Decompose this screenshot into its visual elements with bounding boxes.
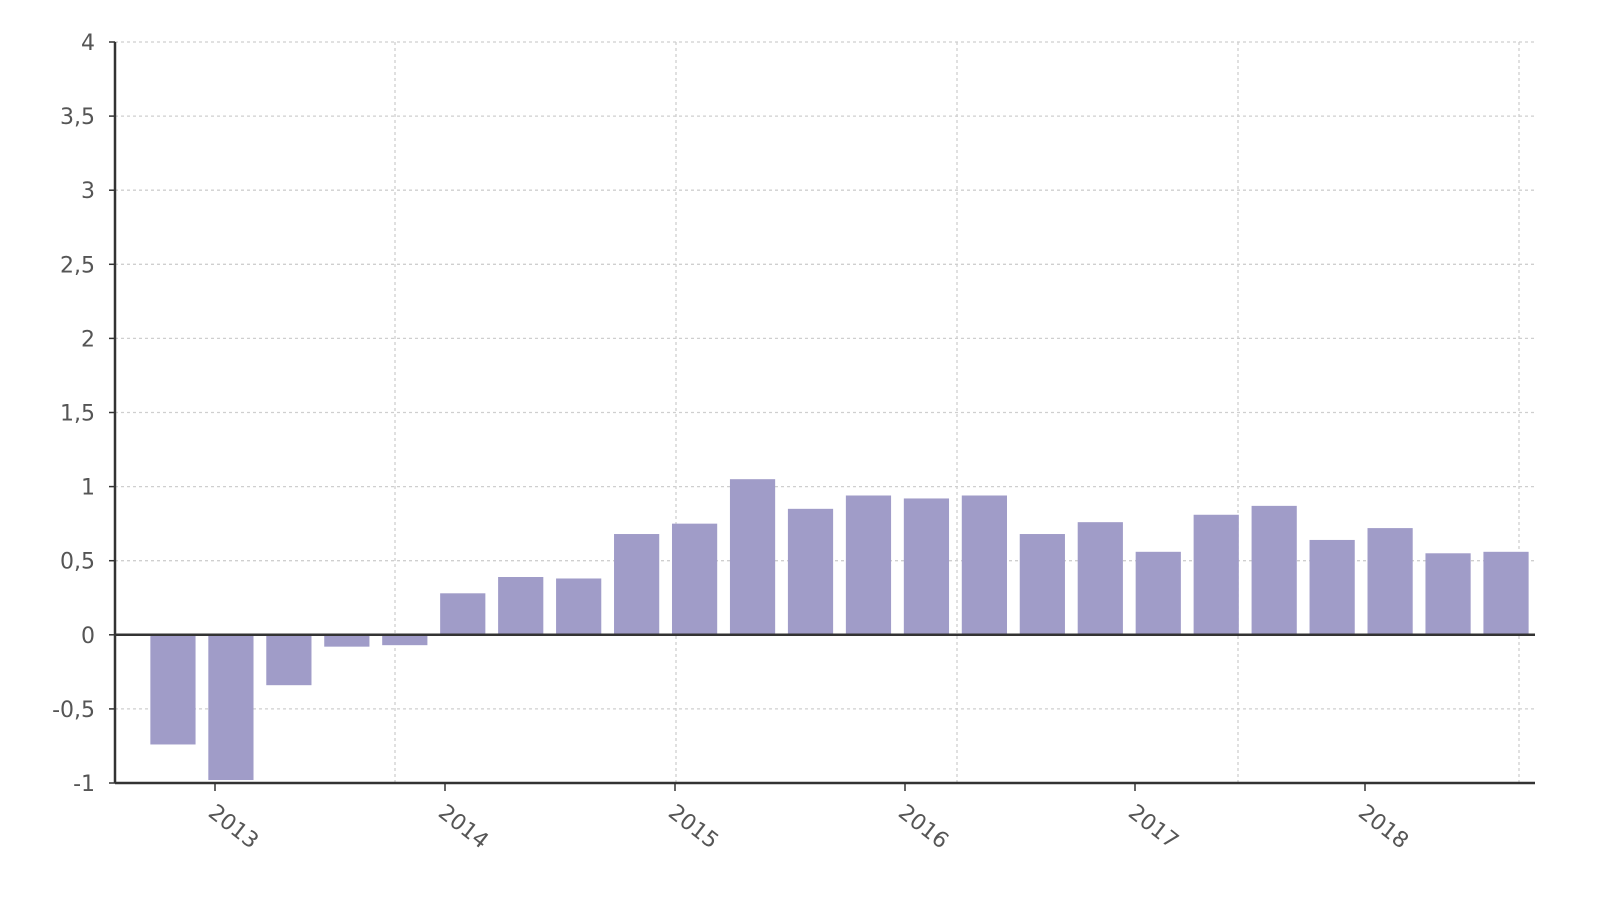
y-tick-label: 2 bbox=[81, 327, 95, 352]
bar bbox=[1077, 522, 1123, 635]
bar bbox=[1135, 551, 1181, 635]
y-tick-label: 0,5 bbox=[60, 550, 95, 575]
bar bbox=[1251, 505, 1297, 635]
y-tick-labels: 4 3,5 3 2,5 2 1,5 1 0,5 0 -0,5 -1 bbox=[52, 31, 95, 797]
axes bbox=[109, 41, 1535, 791]
bar bbox=[903, 498, 950, 635]
bar bbox=[1193, 514, 1239, 635]
bar bbox=[671, 523, 718, 635]
bar bbox=[614, 534, 660, 635]
bar bbox=[845, 495, 892, 635]
bar bbox=[324, 634, 370, 647]
x-tick-label: 2013 bbox=[203, 800, 263, 854]
bar bbox=[440, 593, 486, 635]
x-tick-label: 2018 bbox=[1353, 800, 1413, 854]
y-tick-label: 3,5 bbox=[60, 105, 95, 130]
bar bbox=[1019, 534, 1065, 635]
gridlines bbox=[115, 41, 1535, 784]
y-tick-label: -0,5 bbox=[52, 698, 95, 723]
bar bbox=[1367, 528, 1413, 635]
x-tick-label: 2014 bbox=[433, 800, 493, 854]
bar bbox=[150, 634, 196, 745]
y-tick-label: 2,5 bbox=[60, 253, 95, 278]
bar bbox=[1309, 539, 1355, 635]
bar bbox=[729, 479, 776, 635]
x-tick-label: 2016 bbox=[893, 800, 953, 854]
bar bbox=[961, 495, 1007, 635]
x-tick-labels: 2013 2014 2015 2016 2017 2018 bbox=[203, 800, 1413, 854]
bar bbox=[556, 578, 602, 635]
bar bbox=[382, 634, 428, 646]
y-tick-label: 1 bbox=[81, 476, 95, 501]
bar bbox=[787, 508, 834, 635]
bar bbox=[208, 634, 254, 781]
y-tick-label: -1 bbox=[73, 772, 95, 797]
y-tick-label: 4 bbox=[81, 31, 95, 56]
y-tick-label: 3 bbox=[81, 179, 95, 204]
bar bbox=[1483, 551, 1529, 635]
bar bbox=[266, 634, 312, 686]
bar bbox=[498, 577, 544, 635]
x-tick-label: 2015 bbox=[663, 800, 723, 854]
bar bbox=[1425, 553, 1471, 635]
y-tick-label: 0 bbox=[81, 624, 95, 649]
y-tick-label: 1,5 bbox=[60, 402, 95, 427]
bars bbox=[150, 479, 1529, 781]
x-tick-label: 2017 bbox=[1123, 800, 1183, 854]
